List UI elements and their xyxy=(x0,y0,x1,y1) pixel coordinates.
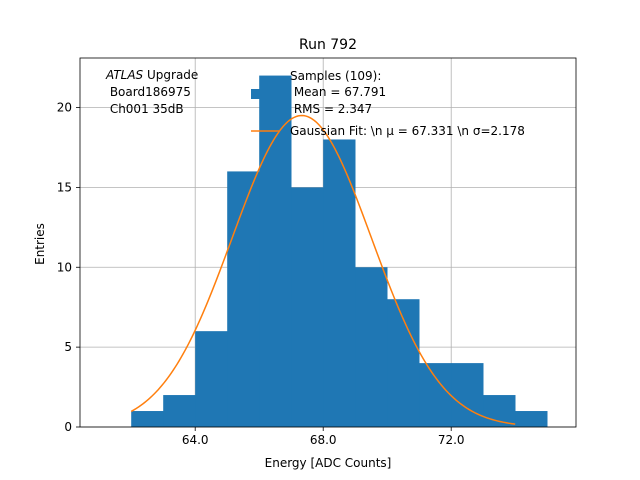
x-tick-label: 72.0 xyxy=(438,433,465,447)
annotation-channel: Ch001 35dB xyxy=(106,102,184,116)
legend: Samples (109): Mean = 67.791 RMS = 2.347… xyxy=(251,69,525,138)
y-tick-label: 15 xyxy=(57,180,72,194)
histogram-bar xyxy=(163,395,196,427)
gaussian-fit-curve xyxy=(130,114,516,425)
y-tick-label: 20 xyxy=(57,101,72,115)
y-tick-label: 0 xyxy=(64,420,72,434)
legend-samples-line3: RMS = 2.347 xyxy=(290,102,372,116)
legend-samples-line2: Mean = 67.791 xyxy=(290,85,386,99)
histogram-bar xyxy=(355,267,388,427)
histogram-bar xyxy=(515,411,548,427)
legend-fit-label: Gaussian Fit: \n μ = 67.331 \n σ=2.178 xyxy=(290,124,525,138)
legend-patch-samples xyxy=(251,89,279,99)
y-axis-ticks: 0 5 10 15 20 xyxy=(57,101,80,434)
histogram-bar xyxy=(483,395,516,427)
legend-samples-line1: Samples (109): xyxy=(290,69,381,83)
x-tick-label: 68.0 xyxy=(310,433,337,447)
histogram-bar xyxy=(419,363,452,427)
annotation-upgrade: Upgrade xyxy=(143,68,198,82)
chart-title: Run 792 xyxy=(299,37,357,53)
annotation-text: ATLAS Upgrade Board186975 Ch001 35dB xyxy=(105,68,198,116)
x-axis-ticks: 64.0 68.0 72.0 xyxy=(182,427,465,447)
x-axis-label: Energy [ADC Counts] xyxy=(265,456,392,470)
y-tick-label: 10 xyxy=(57,260,72,274)
annotation-atlas: ATLAS xyxy=(105,68,144,82)
histogram-bar xyxy=(451,363,484,427)
histogram-bar xyxy=(227,171,260,427)
svg-text:ATLAS Upgrade: ATLAS Upgrade xyxy=(105,68,198,82)
y-axis-label: Entries xyxy=(33,223,47,265)
y-tick-label: 5 xyxy=(64,340,72,354)
histogram-bar xyxy=(131,411,164,427)
histogram-bar xyxy=(291,187,324,427)
histogram-bar xyxy=(259,75,292,428)
histogram-bar xyxy=(323,139,356,427)
x-tick-label: 64.0 xyxy=(182,433,209,447)
histogram-bar xyxy=(195,331,228,427)
histogram-bars xyxy=(131,75,548,428)
axes-frame xyxy=(79,57,577,428)
annotation-board: Board186975 xyxy=(106,85,191,99)
